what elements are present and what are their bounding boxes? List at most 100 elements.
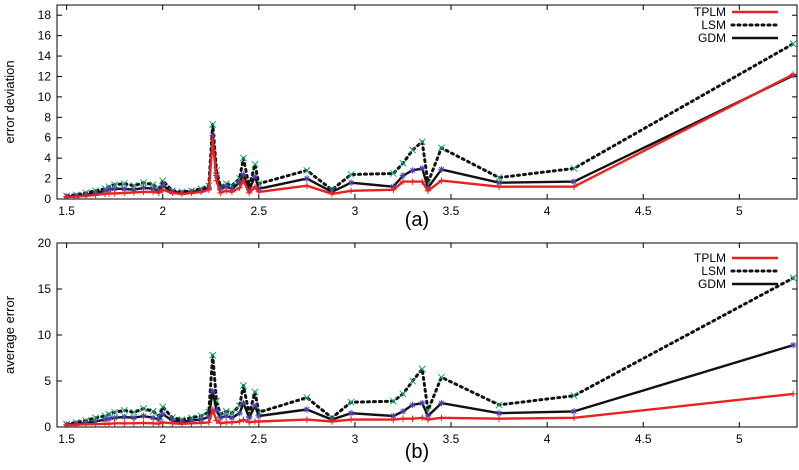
point-gdm — [255, 412, 263, 420]
point-lsm — [789, 40, 797, 48]
point-tplm — [409, 415, 416, 422]
point-tplm — [178, 420, 186, 427]
point-tplm — [418, 178, 426, 185]
x-tick-label: 3 — [352, 204, 359, 218]
point-tplm — [236, 184, 243, 191]
point-lsm — [570, 164, 578, 172]
point-tplm — [236, 418, 243, 425]
point-tplm — [169, 189, 176, 197]
y-tick-label: 14 — [38, 49, 52, 63]
x-tick-label: 4 — [544, 204, 551, 218]
point-lsm — [409, 377, 417, 385]
point-lsm — [120, 180, 128, 188]
point-tplm — [390, 416, 397, 423]
point-lsm — [139, 405, 148, 413]
point-gdm — [101, 416, 109, 423]
point-gdm — [222, 412, 230, 420]
x-tick-label: 4.5 — [635, 204, 652, 218]
series-line-tplm — [66, 73, 794, 199]
point-tplm — [82, 421, 90, 427]
x-tick-label: 1.5 — [58, 432, 75, 446]
point-lsm — [139, 179, 148, 187]
point-tplm — [169, 420, 176, 427]
point-gdm — [236, 410, 243, 417]
point-tplm — [328, 418, 336, 425]
point-tplm — [222, 419, 230, 426]
point-tplm — [178, 190, 186, 198]
point-tplm — [255, 418, 263, 425]
point-gdm — [399, 172, 407, 179]
y-tick-label: 2 — [44, 172, 51, 186]
point-tplm — [789, 71, 797, 78]
point-tplm — [149, 420, 157, 427]
point-tplm — [409, 178, 416, 185]
point-gdm — [570, 408, 578, 415]
x-tick-label: 4.5 — [635, 432, 652, 446]
point-lsm — [149, 407, 157, 415]
point-gdm — [251, 173, 259, 180]
point-lsm — [399, 159, 407, 167]
y-tick-label: 4 — [44, 151, 51, 165]
point-tplm — [197, 419, 205, 427]
point-tplm — [121, 189, 128, 197]
point-lsm — [495, 401, 503, 409]
point-tplm — [303, 416, 311, 423]
y-tick-label: 10 — [38, 328, 52, 342]
legend-label: TPLM — [694, 5, 726, 19]
series-line-tplm — [66, 392, 794, 427]
point-tplm — [424, 416, 432, 423]
point-tplm — [149, 188, 157, 196]
legend-label: GDM — [698, 31, 726, 45]
point-gdm — [303, 175, 311, 182]
point-tplm — [438, 177, 445, 184]
point-tplm — [251, 183, 259, 190]
y-tick-label: 20 — [38, 236, 52, 250]
series-line-lsm — [65, 276, 795, 426]
point-lsm — [209, 351, 217, 359]
y-axis-label: average error — [2, 295, 17, 374]
point-gdm — [130, 414, 138, 421]
point-lsm — [303, 166, 311, 174]
point-lsm — [789, 274, 797, 282]
point-tplm — [228, 188, 236, 196]
point-gdm — [399, 408, 407, 415]
point-lsm — [389, 169, 397, 178]
point-gdm — [155, 416, 163, 423]
point-lsm — [418, 138, 426, 146]
x-tick-label: 3.5 — [443, 204, 460, 218]
point-tplm — [217, 420, 224, 427]
x-tick-label: 2.5 — [250, 432, 267, 446]
panel-1: 1.5 2 2.5 3 3.5 4 4.5 5 0 5 10 15 20 average error (b)… — [2, 236, 798, 463]
point-tplm — [82, 192, 90, 199]
point-lsm — [409, 146, 417, 154]
point-tplm — [570, 414, 578, 421]
point-tplm — [246, 189, 253, 197]
x-tick-label: 5 — [736, 204, 743, 218]
series-line-gdm — [66, 74, 794, 198]
point-gdm — [409, 167, 416, 174]
x-tick-label: 4 — [544, 432, 551, 446]
point-gdm — [418, 399, 426, 407]
point-tplm — [570, 183, 578, 190]
point-tplm — [399, 415, 407, 422]
point-lsm — [222, 407, 230, 415]
legend-label: GDM — [698, 277, 726, 291]
point-tplm — [155, 420, 163, 427]
point-lsm — [159, 177, 167, 185]
point-tplm — [347, 187, 355, 195]
y-tick-label: 10 — [38, 90, 52, 104]
point-tplm — [303, 182, 311, 189]
point-lsm — [303, 394, 311, 402]
point-gdm — [240, 399, 247, 407]
point-tplm — [63, 193, 70, 199]
y-tick-label: 12 — [38, 69, 52, 83]
point-tplm — [240, 177, 247, 184]
x-tick-label: 2 — [159, 432, 166, 446]
point-lsm — [437, 144, 445, 152]
x-tick-label: 5 — [736, 432, 743, 446]
point-gdm — [251, 402, 259, 410]
series-line-lsm — [65, 42, 795, 198]
legend-label: LSM — [701, 264, 726, 278]
point-tplm — [111, 420, 118, 427]
